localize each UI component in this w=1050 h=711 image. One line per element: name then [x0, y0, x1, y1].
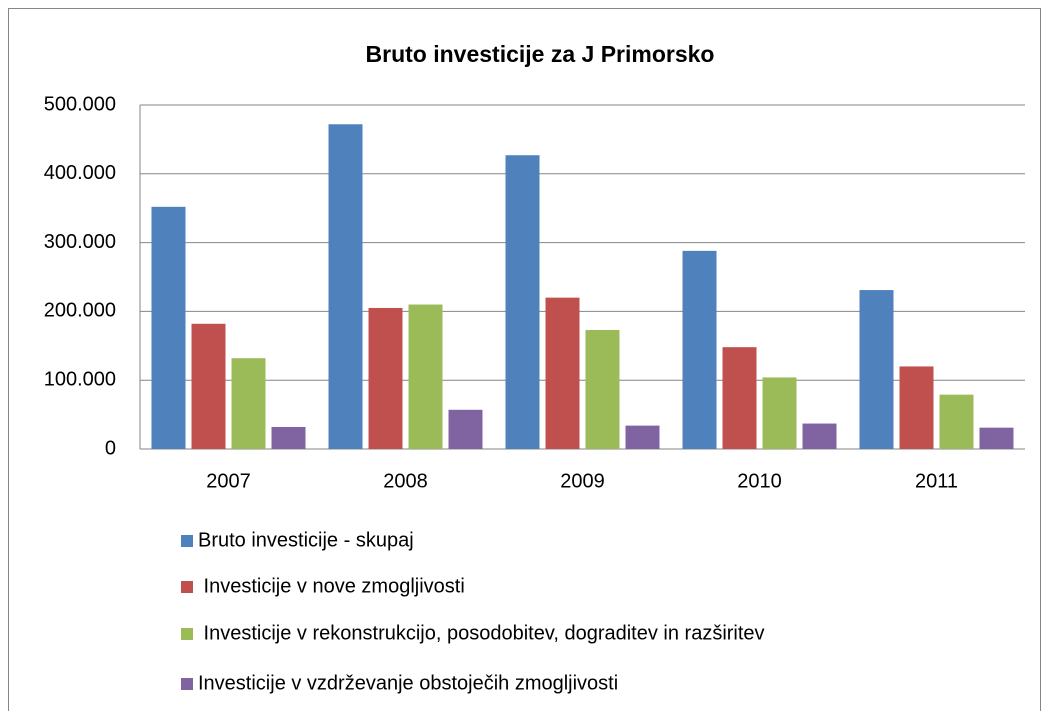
legend-label: Bruto investicije - skupaj — [198, 529, 414, 551]
y-tick-label: 100.000 — [44, 368, 116, 390]
y-tick-label: 500.000 — [44, 93, 116, 115]
bar — [408, 304, 443, 449]
legend-swatch — [181, 535, 193, 547]
bar — [762, 377, 797, 449]
x-tick-label: 2011 — [915, 470, 958, 492]
bar — [585, 329, 620, 449]
legend-label: Investicije v vzdrževanje obstoječih zmo… — [198, 672, 618, 694]
bar — [722, 347, 757, 449]
y-tick-label: 400.000 — [44, 162, 116, 184]
bar — [151, 206, 186, 449]
bar — [448, 409, 483, 449]
bar — [368, 307, 403, 449]
bar — [231, 358, 266, 449]
bar — [939, 394, 974, 449]
bar — [625, 425, 660, 449]
y-tick-label: 0 — [105, 437, 116, 459]
bar — [802, 423, 837, 449]
bar — [505, 155, 540, 449]
x-tick-label: 2008 — [383, 470, 428, 492]
y-tick-label: 300.000 — [44, 231, 116, 253]
legend-label: Investicije v nove zmogljivosti — [198, 575, 465, 597]
legend-swatch — [181, 581, 193, 593]
bar — [682, 250, 717, 449]
bar — [979, 427, 1014, 449]
bar — [545, 297, 580, 449]
legend-swatch — [181, 628, 193, 640]
legend-swatch — [181, 678, 193, 690]
x-tick-label: 2010 — [737, 470, 782, 492]
y-tick-label: 200.000 — [44, 300, 116, 322]
legend-label: Investicije v rekonstrukcijo, posodobite… — [198, 622, 765, 644]
bar — [271, 426, 306, 449]
bar — [328, 124, 363, 449]
x-tick-label: 2007 — [206, 470, 251, 492]
bar — [859, 290, 894, 449]
bar — [191, 323, 226, 449]
chart-title: Bruto investicije za J Primorsko — [366, 41, 715, 67]
x-tick-label: 2009 — [560, 470, 605, 492]
bar — [899, 366, 934, 449]
